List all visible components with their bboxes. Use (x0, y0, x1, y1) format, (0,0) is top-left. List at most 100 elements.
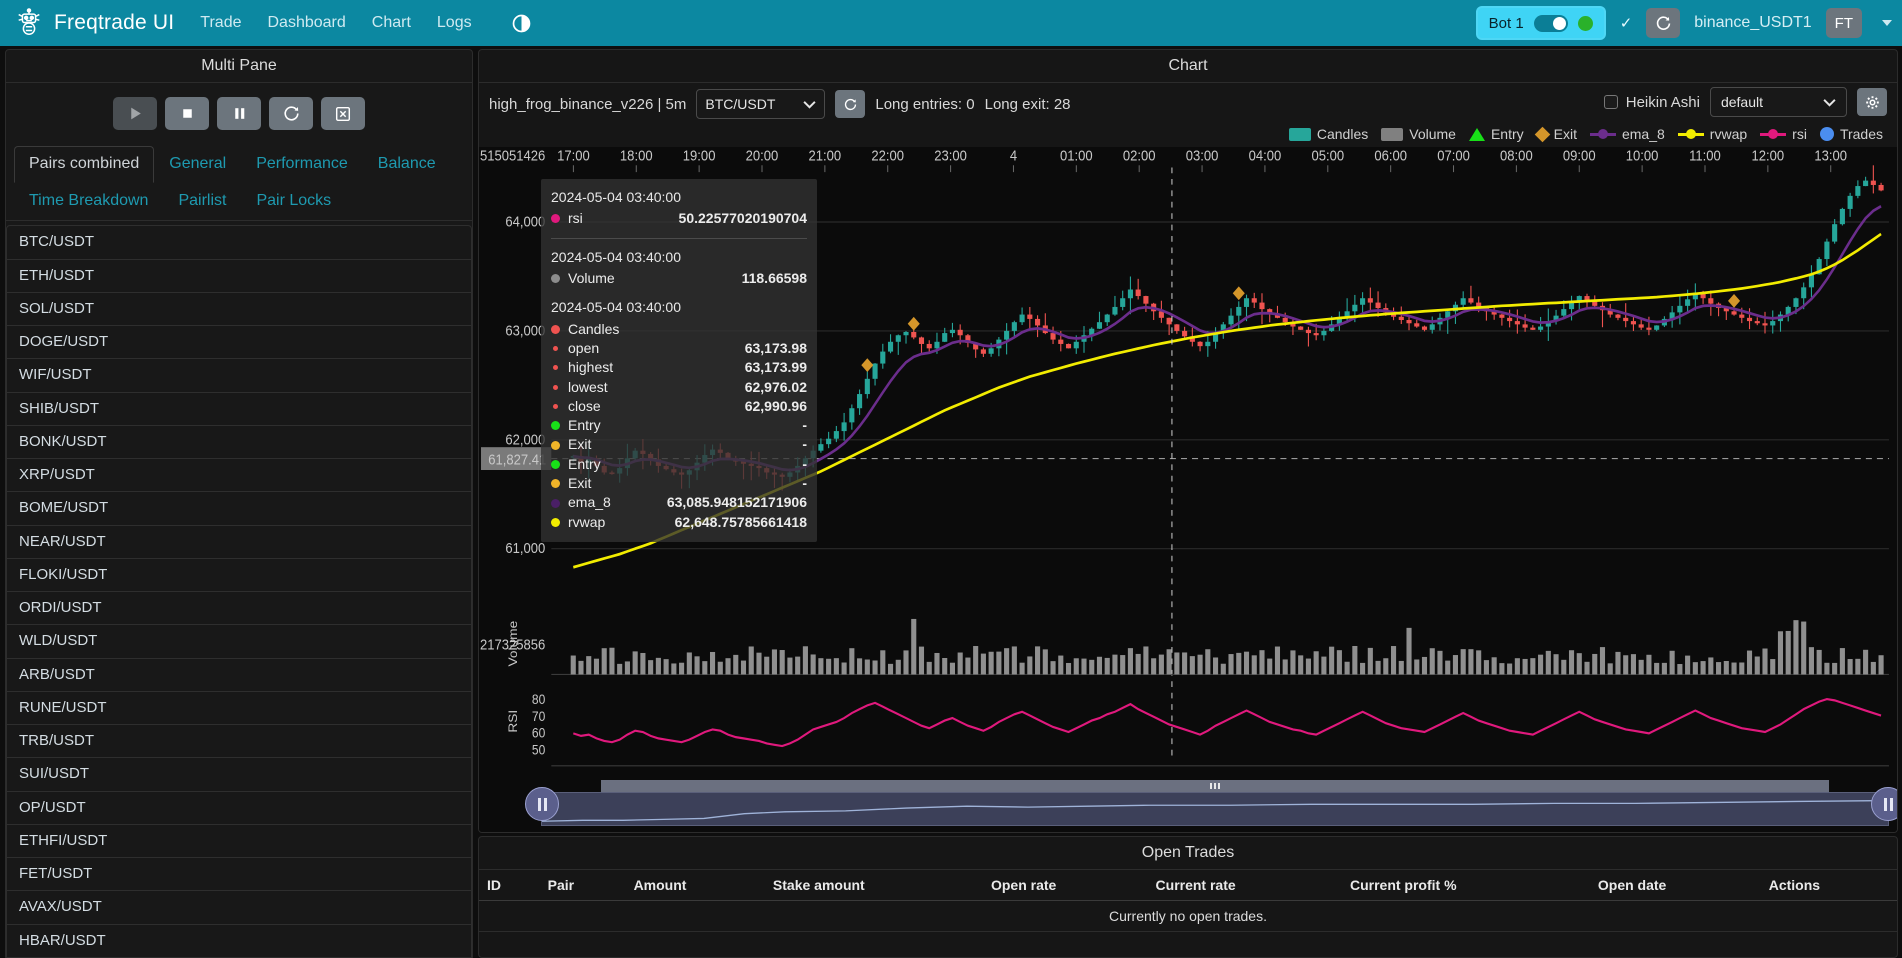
column-header[interactable]: Current rate (1147, 870, 1342, 901)
robot-icon (18, 8, 40, 35)
list-item[interactable]: RUNE/USDT (7, 692, 471, 726)
pair-select[interactable]: BTC/USDT (696, 89, 826, 119)
gear-icon[interactable] (1857, 88, 1887, 116)
brand[interactable]: Freqtrade UI (14, 8, 174, 38)
column-header[interactable]: Actions (1760, 870, 1897, 901)
list-item[interactable]: ETH/USDT (7, 260, 471, 293)
check-icon[interactable]: ✓ (1619, 15, 1633, 32)
force-exit-button[interactable] (321, 97, 365, 130)
legend-item-exit[interactable]: Exit (1534, 126, 1577, 142)
pause-bot-button[interactable] (217, 97, 261, 130)
volume-bar (663, 659, 669, 675)
column-header[interactable]: Current profit % (1341, 870, 1590, 901)
column-header[interactable]: ID (479, 870, 540, 901)
bot-controls (6, 83, 472, 140)
candle-body (1050, 333, 1056, 340)
user-avatar[interactable]: FT (1825, 8, 1862, 38)
chevron-down-icon[interactable] (1882, 20, 1892, 26)
list-item[interactable]: WIF/USDT (7, 359, 471, 393)
plot-config-select[interactable]: default (1709, 87, 1847, 117)
bot-label: Bot 1 (1488, 14, 1524, 32)
candle-body (1514, 321, 1520, 325)
legend-item-ema_8[interactable]: ema_8 (1589, 126, 1665, 142)
candle-body (911, 331, 917, 338)
tab-pair-locks[interactable]: Pair Locks (256, 192, 332, 210)
tab-performance[interactable]: Performance (256, 155, 348, 172)
tab-pairlist[interactable]: Pairlist (178, 192, 227, 210)
volume-bar (671, 663, 677, 675)
time-tick-label: 05:00 (1311, 147, 1344, 164)
tab-general[interactable]: General (169, 155, 227, 172)
legend-item-rvwap[interactable]: rvwap (1677, 126, 1747, 142)
chart-range-slider[interactable] (525, 780, 1897, 826)
nav-logs[interactable]: Logs (436, 14, 472, 31)
list-item[interactable]: BONK/USDT (7, 426, 471, 460)
legend-item-volume[interactable]: Volume (1381, 126, 1456, 142)
volume-bar (1336, 650, 1342, 675)
list-item[interactable]: NEAR/USDT (7, 526, 471, 559)
column-header[interactable]: Stake amount (764, 870, 983, 901)
list-item[interactable]: FET/USDT (7, 858, 471, 892)
candle-body (1267, 309, 1273, 314)
main-column: Chart high_frog_binance_v226 | 5m BTC/US… (478, 46, 1902, 958)
reload-icon[interactable] (1646, 8, 1681, 38)
list-item[interactable]: WLD/USDT (7, 625, 471, 659)
list-item[interactable]: OP/USDT (7, 792, 471, 825)
list-item[interactable]: AVAX/USDT (7, 891, 471, 925)
legend-item-entry[interactable]: Entry (1468, 126, 1524, 142)
nav-trade[interactable]: Trade (200, 14, 242, 31)
legend-item-rsi[interactable]: rsi (1760, 126, 1807, 142)
column-header[interactable]: Amount (625, 870, 765, 901)
stop-bot-button[interactable] (165, 97, 209, 130)
heikin-ashi-checkbox[interactable]: Heikin Ashi (1603, 94, 1700, 111)
bot-selector-chip[interactable]: Bot 1 (1475, 6, 1606, 40)
tab-time-breakdown[interactable]: Time Breakdown (29, 192, 149, 210)
list-item[interactable]: DOGE/USDT (7, 326, 471, 360)
chart-refresh-button[interactable] (835, 90, 866, 118)
contrast-icon[interactable] (512, 14, 531, 33)
volume-bar (1777, 631, 1784, 675)
list-item[interactable]: BOME/USDT (7, 492, 471, 526)
list-item[interactable]: SHIB/USDT (7, 393, 471, 426)
list-item[interactable]: TRB/USDT (7, 725, 471, 759)
legend-item-trades[interactable]: Trades (1819, 126, 1883, 142)
tab-pairs-combined[interactable]: Pairs combined (14, 146, 155, 184)
volume-bar (1661, 662, 1667, 675)
range-handle-right[interactable] (1871, 787, 1897, 821)
column-header[interactable]: Open rate (982, 870, 1148, 901)
list-item[interactable]: SUI/USDT (7, 758, 471, 792)
candle-body (1669, 312, 1675, 319)
volume-bar (1414, 659, 1420, 675)
volume-bar (1445, 660, 1451, 675)
list-item[interactable]: ETHFI/USDT (7, 825, 471, 859)
volume-bar (1236, 652, 1242, 675)
list-item[interactable]: HBAR/USDT (7, 925, 471, 958)
nav-dashboard[interactable]: Dashboard (267, 14, 346, 31)
range-handle-left[interactable] (525, 787, 559, 821)
list-item[interactable]: ORDI/USDT (7, 592, 471, 626)
list-item[interactable]: FLOKI/USDT (7, 559, 471, 593)
time-tick-label: 17:00 (557, 147, 590, 164)
candle-body (1491, 311, 1497, 315)
legend-item-candles[interactable]: Candles (1288, 126, 1368, 142)
column-header[interactable]: Pair (539, 870, 626, 901)
reload-config-button[interactable] (269, 97, 313, 130)
checkbox-box (1603, 95, 1618, 109)
tab-balance[interactable]: Balance (377, 155, 436, 172)
range-slider-bar[interactable] (601, 780, 1829, 792)
candle-body (1004, 330, 1010, 340)
list-item[interactable]: ARB/USDT (7, 659, 471, 692)
nav-chart[interactable]: Chart (371, 14, 411, 31)
column-header[interactable]: Open date (1589, 870, 1761, 901)
list-item[interactable]: BTC/USDT (7, 226, 471, 260)
chart-canvas[interactable]: 17:00 18:00 19:00 20:00 21:00 22:00 23:00 4 01:0… (479, 147, 1897, 832)
list-item[interactable]: SOL/USDT (7, 293, 471, 327)
volume-bar (1127, 648, 1133, 675)
tooltip-row: Entry - (551, 455, 807, 474)
volume-bar (1329, 646, 1335, 675)
volume-bar (1592, 653, 1598, 675)
volume-bar (1437, 650, 1443, 675)
list-item[interactable]: XRP/USDT (7, 459, 471, 493)
bot-toggle[interactable] (1533, 14, 1568, 32)
start-bot-button[interactable] (113, 97, 157, 130)
